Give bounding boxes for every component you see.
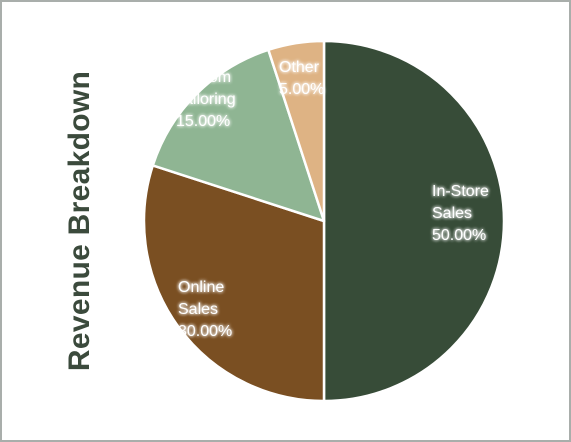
pie-slice-other (267, 39, 326, 223)
slice-label-online-sales: Online Sales 30.00% (178, 279, 232, 340)
slice-label-custom-tailoring: Custom Tailoring 15.00% (176, 69, 236, 130)
slice-label-in-store-sales: In-Store Sales 50.00% (432, 183, 489, 244)
slice-label-other: Other 5.00% (279, 59, 324, 98)
pie-slice-in-store-sales (322, 39, 506, 403)
pie-slice-online-sales (142, 164, 326, 403)
